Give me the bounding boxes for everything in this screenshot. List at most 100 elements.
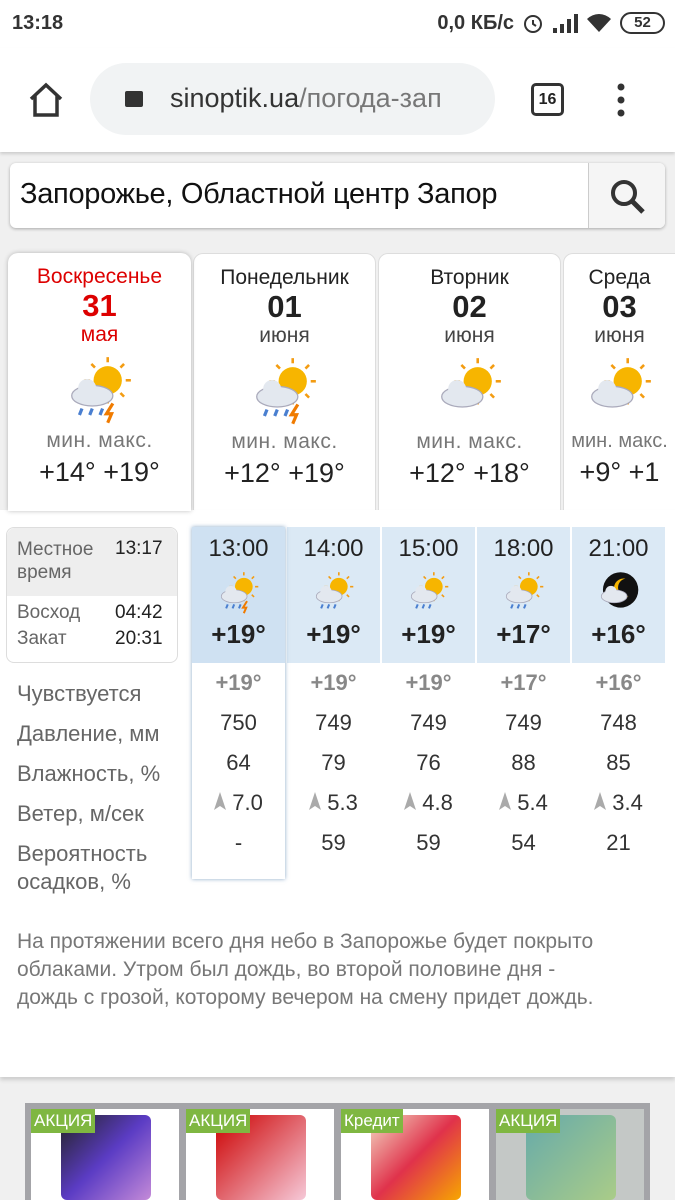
feels-value: +17° — [500, 670, 547, 695]
label-wind: Ветер, м/сек — [17, 801, 144, 826]
day-tab[interactable]: Среда 03 июня мин. макс. +9° +1 — [563, 253, 675, 511]
search-box[interactable]: Запорожье, Областной центр Запор — [10, 163, 665, 228]
ad-badge: АКЦИЯ — [496, 1109, 561, 1133]
feels-value: +16° — [595, 670, 642, 695]
hour-temp: +19° — [401, 619, 456, 649]
day-date: 03 — [602, 289, 637, 324]
local-time: 13:17 — [115, 538, 163, 559]
lock-icon — [125, 91, 143, 107]
wind-value: 3.4 — [612, 790, 643, 815]
max-temp: +1 — [628, 457, 660, 487]
precip-value: - — [234, 830, 243, 855]
signal-icon — [553, 14, 578, 33]
max-temp: +18° — [473, 458, 530, 488]
local-time-label: Местное время — [17, 539, 94, 583]
label-pressure: Давление, мм — [17, 721, 160, 746]
ad-item[interactable]: АКЦИЯ — [31, 1109, 179, 1200]
humidity-value: 79 — [321, 750, 346, 775]
hour-column: 15:00 +19° +19° 749 76 4.8 59 — [382, 527, 475, 863]
weather-icon — [382, 563, 475, 619]
tabs-button[interactable]: 16 — [531, 83, 564, 116]
day-name: Вторник — [430, 266, 509, 289]
min-temp: +12° — [224, 458, 281, 488]
search-icon — [611, 180, 645, 214]
battery-icon: 52 — [620, 12, 665, 34]
wind-direction-icon — [404, 792, 417, 810]
weather-icon — [194, 348, 375, 430]
label-humidity: Влажность, % — [17, 761, 161, 786]
search-input[interactable]: Запорожье, Областной центр Запор — [20, 178, 498, 210]
ad-banner[interactable]: АКЦИЯ АКЦИЯ Кредит АКЦИЯ — [25, 1103, 650, 1200]
max-label: макс. — [618, 430, 668, 452]
max-temp: +19° — [288, 458, 345, 488]
hour-time: 18:00 — [493, 535, 554, 562]
browser-toolbar: sinoptik.ua/погода-зап 16 — [0, 48, 675, 152]
hour-temp: +19° — [211, 619, 266, 649]
day-date: 02 — [452, 289, 487, 324]
clock: 13:18 — [12, 12, 64, 34]
weather-icon — [8, 347, 191, 429]
sunset-time: 20:31 — [115, 628, 163, 649]
hour-temp: +19° — [306, 619, 361, 649]
wind-direction-icon — [309, 792, 322, 810]
weather-icon — [287, 563, 380, 619]
hour-temp: +16° — [591, 619, 646, 649]
url-path: /погода-зап — [299, 83, 442, 113]
precip-value: 59 — [416, 830, 441, 855]
hour-column: 13:00 +19° +19° 750 64 7.0 - — [192, 527, 285, 879]
status-bar: 13:18 0,0 КБ/с 52 — [0, 0, 675, 48]
day-tab[interactable]: Понедельник 01 июня мин. макс. +12° +19° — [193, 253, 376, 511]
day-description: На протяжении всего дня небо в Запорожье… — [17, 930, 594, 1009]
sun-info: Местное время 13:17 Восход 04:42 Закат 2… — [6, 527, 178, 663]
net-speed: 0,0 КБ/с — [437, 11, 514, 34]
hour-time: 21:00 — [588, 535, 649, 562]
ad-item[interactable]: Кредит — [341, 1109, 489, 1200]
hour-temp: +17° — [496, 619, 551, 649]
wind-direction-icon — [214, 792, 227, 810]
weather-icon — [379, 348, 560, 430]
ad-item[interactable]: АКЦИЯ — [186, 1109, 334, 1200]
feels-value: +19° — [310, 670, 357, 695]
precip-value: 54 — [511, 830, 536, 855]
max-label: макс. — [98, 429, 153, 452]
day-name: Воскресенье — [36, 265, 163, 288]
sunrise-time: 04:42 — [115, 602, 163, 623]
sunrise-label: Восход — [17, 602, 81, 623]
min-label: мин. — [416, 430, 462, 453]
search-button[interactable] — [588, 163, 665, 228]
url-domain: sinoptik.ua — [170, 83, 300, 113]
humidity-value: 88 — [511, 750, 536, 775]
wind-value: 5.3 — [327, 790, 358, 815]
pressure-value: 748 — [600, 710, 637, 735]
hour-column: 14:00 +19° +19° 749 79 5.3 59 — [287, 527, 380, 863]
day-name: Понедельник — [220, 266, 349, 289]
url-bar[interactable]: sinoptik.ua/погода-зап — [90, 63, 495, 135]
wind-direction-icon — [499, 792, 512, 810]
ad-item[interactable]: АКЦИЯ — [496, 1109, 644, 1200]
min-label: мин. — [571, 430, 613, 452]
day-tab[interactable]: Воскресенье 31 мая мин. макс. +14° +19° — [8, 253, 191, 511]
max-label: макс. — [468, 430, 523, 453]
day-tab[interactable]: Вторник 02 июня мин. макс. +12° +18° — [378, 253, 561, 511]
day-date: 31 — [82, 288, 117, 323]
precip-value: 59 — [321, 830, 346, 855]
home-icon[interactable] — [27, 81, 65, 119]
weather-icon — [477, 563, 570, 619]
wind-direction-icon — [594, 792, 607, 810]
alarm-icon — [524, 15, 542, 33]
day-date: 01 — [267, 289, 302, 324]
wind-value: 7.0 — [232, 790, 263, 815]
hour-time: 15:00 — [398, 535, 459, 562]
min-label: мин. — [46, 429, 92, 452]
pressure-value: 750 — [220, 710, 257, 735]
min-label: мин. — [231, 430, 277, 453]
label-feels: Чувствуется — [17, 681, 142, 706]
max-temp: +19° — [103, 457, 160, 487]
precip-value: 21 — [606, 830, 631, 855]
ad-badge: Кредит — [341, 1109, 403, 1133]
menu-icon[interactable] — [615, 82, 627, 118]
min-temp: +14° — [39, 457, 96, 487]
hour-time: 13:00 — [208, 535, 269, 562]
pressure-value: 749 — [410, 710, 447, 735]
day-name: Среда — [588, 266, 651, 289]
